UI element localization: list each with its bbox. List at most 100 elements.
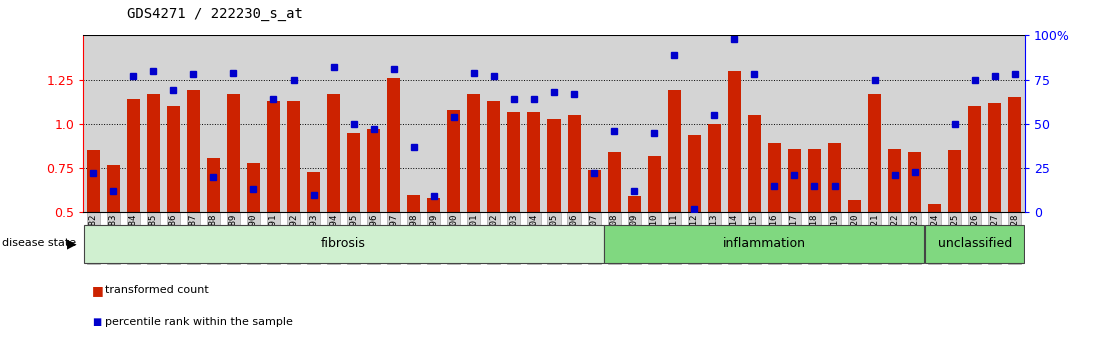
Text: ▶: ▶ xyxy=(66,237,76,250)
Bar xyxy=(567,115,581,212)
Bar xyxy=(307,172,320,212)
Bar xyxy=(904,35,925,212)
Bar xyxy=(86,150,100,212)
Bar xyxy=(507,112,521,212)
Bar xyxy=(408,195,420,212)
Bar xyxy=(163,35,183,212)
Bar xyxy=(264,35,284,212)
Bar xyxy=(848,200,861,212)
Text: ■: ■ xyxy=(92,317,101,327)
Bar xyxy=(685,35,705,212)
Bar xyxy=(187,90,199,212)
Bar xyxy=(644,35,664,212)
Bar xyxy=(929,204,941,212)
Text: disease state: disease state xyxy=(2,238,76,249)
Bar xyxy=(143,35,163,212)
Bar xyxy=(1005,35,1025,212)
Bar xyxy=(748,115,761,212)
Bar xyxy=(123,35,143,212)
Bar xyxy=(868,94,881,212)
Bar xyxy=(343,35,363,212)
Bar xyxy=(444,35,464,212)
Bar xyxy=(106,165,120,212)
Bar xyxy=(728,71,741,212)
Bar xyxy=(607,152,620,212)
Bar xyxy=(387,78,400,212)
Bar xyxy=(167,106,179,212)
Bar xyxy=(925,225,1025,263)
Bar xyxy=(83,35,103,212)
Bar xyxy=(423,35,444,212)
Bar xyxy=(304,35,324,212)
Bar xyxy=(428,198,440,212)
Bar xyxy=(103,35,123,212)
Bar xyxy=(765,35,784,212)
Bar xyxy=(864,35,884,212)
Bar xyxy=(909,152,921,212)
Bar xyxy=(83,225,604,263)
Bar xyxy=(808,149,821,212)
Bar xyxy=(183,35,204,212)
Bar xyxy=(884,35,904,212)
Bar xyxy=(204,35,224,212)
Bar xyxy=(605,225,924,263)
Bar xyxy=(207,158,219,212)
Bar xyxy=(768,143,781,212)
Bar xyxy=(688,135,700,212)
Bar xyxy=(403,35,423,212)
Bar xyxy=(788,149,801,212)
Bar xyxy=(468,94,481,212)
Bar xyxy=(383,35,403,212)
Bar xyxy=(627,196,640,212)
Bar xyxy=(648,156,660,212)
Bar xyxy=(624,35,644,212)
Bar xyxy=(745,35,765,212)
Bar xyxy=(968,106,982,212)
Text: transformed count: transformed count xyxy=(105,285,209,295)
Bar xyxy=(784,35,804,212)
Bar xyxy=(464,35,484,212)
Bar xyxy=(527,112,541,212)
Bar xyxy=(828,143,841,212)
Bar xyxy=(844,35,864,212)
Bar xyxy=(988,103,1002,212)
Bar xyxy=(224,35,244,212)
Bar xyxy=(985,35,1005,212)
Bar xyxy=(604,35,624,212)
Bar xyxy=(544,35,564,212)
Text: fibrosis: fibrosis xyxy=(321,237,366,250)
Bar xyxy=(347,133,360,212)
Bar xyxy=(708,124,721,212)
Bar xyxy=(584,35,604,212)
Bar xyxy=(965,35,985,212)
Bar xyxy=(925,35,945,212)
Bar xyxy=(945,35,965,212)
Bar xyxy=(327,94,340,212)
Bar xyxy=(804,35,824,212)
Bar xyxy=(324,35,343,212)
Bar xyxy=(284,35,304,212)
Bar xyxy=(267,101,280,212)
Bar xyxy=(146,94,160,212)
Bar xyxy=(564,35,584,212)
Bar xyxy=(725,35,745,212)
Bar xyxy=(287,101,300,212)
Bar xyxy=(504,35,524,212)
Bar xyxy=(488,101,501,212)
Bar xyxy=(668,90,680,212)
Bar xyxy=(484,35,504,212)
Bar xyxy=(448,110,460,212)
Bar xyxy=(948,150,962,212)
Bar xyxy=(889,149,901,212)
Bar xyxy=(705,35,725,212)
Text: inflammation: inflammation xyxy=(722,237,806,250)
Text: percentile rank within the sample: percentile rank within the sample xyxy=(105,317,294,327)
Bar xyxy=(664,35,685,212)
Bar xyxy=(524,35,544,212)
Bar xyxy=(1008,97,1022,212)
Text: unclassified: unclassified xyxy=(937,237,1012,250)
Text: ■: ■ xyxy=(92,284,104,297)
Bar xyxy=(363,35,383,212)
Bar xyxy=(126,99,140,212)
Bar xyxy=(227,94,240,212)
